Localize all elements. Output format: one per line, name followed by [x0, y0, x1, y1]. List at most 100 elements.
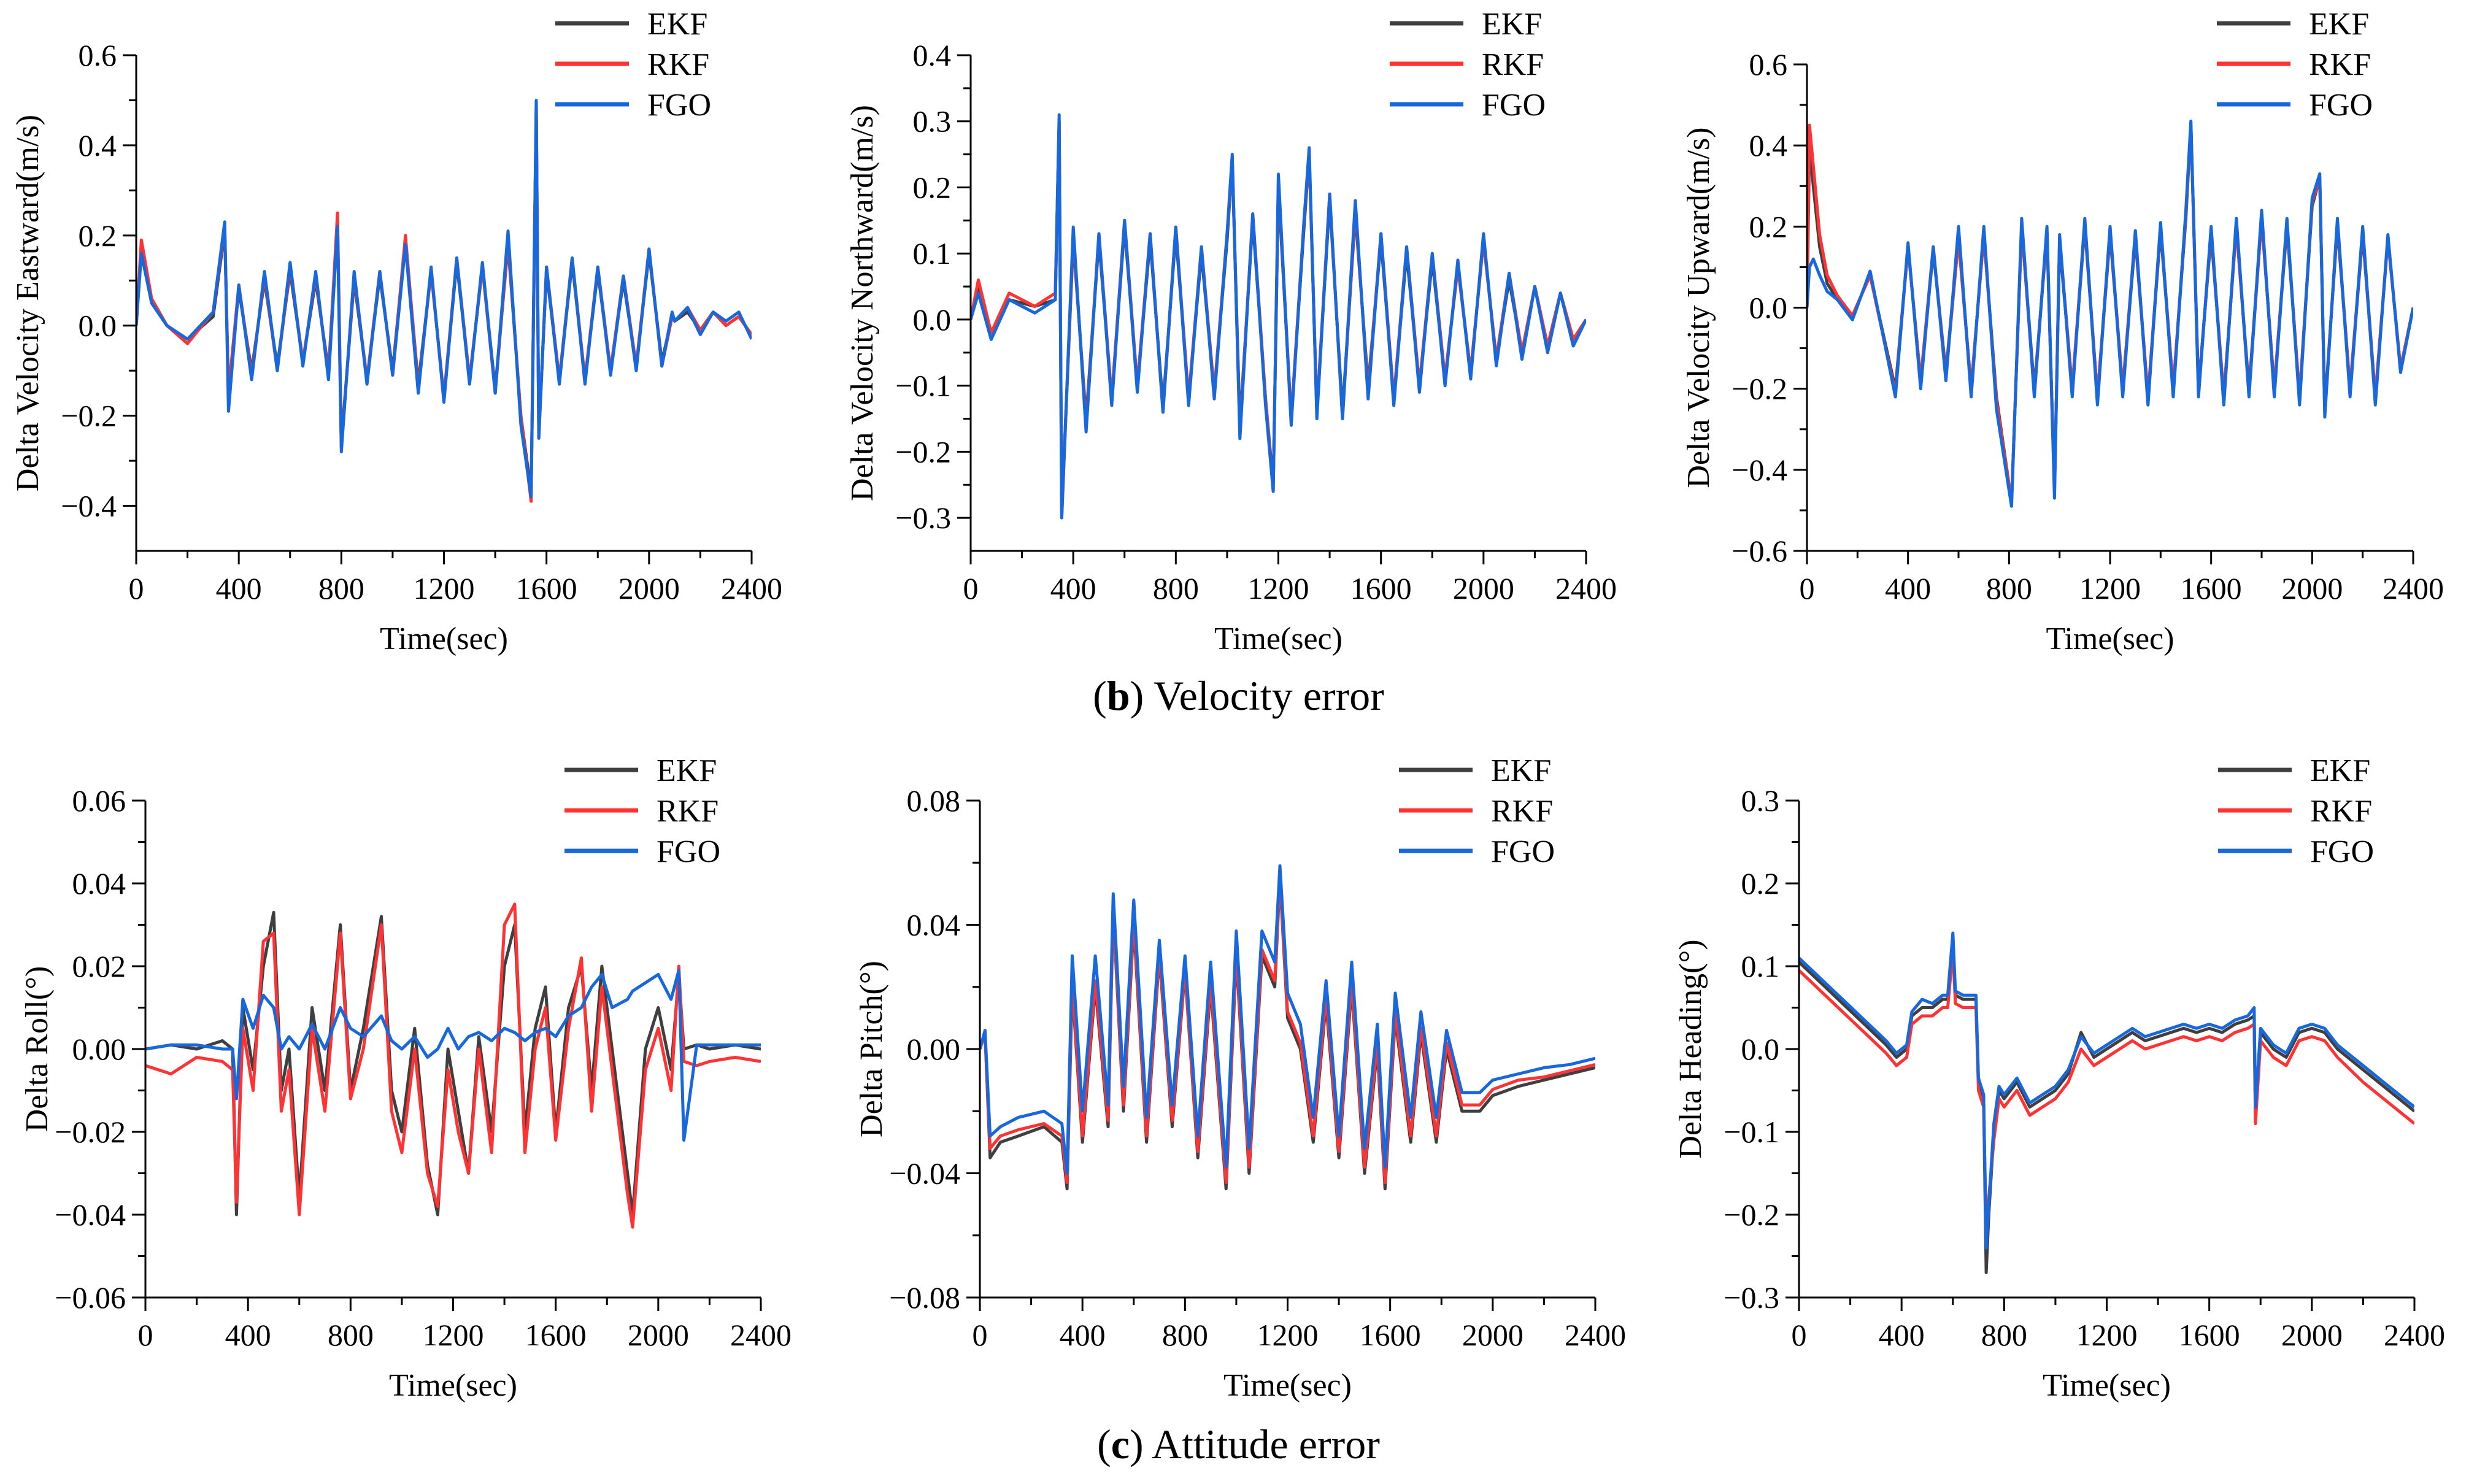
y-tick-label: −0.6	[1732, 534, 1787, 568]
y-tick-label: 0.0	[79, 309, 117, 343]
x-tick-label: 800	[1162, 1318, 1208, 1352]
x-tick-label: 1600	[1360, 1318, 1421, 1352]
legend-label-rkf: RKF	[1482, 47, 1544, 82]
chart-2: 0 400 800 1200 1600 2000 2400 −0.3 −0.2 −0.1 0.0 0.…	[845, 7, 1617, 656]
y-tick-label: −0.2	[895, 434, 951, 469]
legend-label-ekf: EKF	[647, 7, 707, 42]
y-tick-label: −0.2	[1724, 1198, 1779, 1232]
y-tick-label: −0.04	[55, 1198, 126, 1232]
x-axis-label: Time(sec)	[1223, 1368, 1352, 1403]
series-line-fgo	[971, 113, 1586, 520]
x-tick-label: 0	[138, 1318, 153, 1352]
x-tick-label: 400	[1879, 1318, 1925, 1352]
y-tick-label: −0.4	[61, 489, 117, 523]
y-tick-label: 0.6	[79, 38, 117, 72]
series-group	[971, 113, 1586, 520]
x-tick-label: 2000	[2281, 1318, 2343, 1352]
series-line-ekf	[1799, 936, 2414, 1274]
series-line-fgo	[1807, 120, 2413, 508]
y-tick-label: 0.2	[1749, 209, 1788, 244]
x-tick-label: 800	[1153, 571, 1199, 606]
y-tick-label: −0.04	[889, 1156, 960, 1191]
x-tick-label: 2000	[2281, 571, 2343, 606]
chart-5: 0 400 800 1200 1600 2000 2400 −0.08 −0.04 0.00 0.0…	[854, 753, 1626, 1403]
legend-label-rkf: RKF	[657, 794, 718, 829]
x-tick-label: 1200	[423, 1318, 484, 1352]
x-tick-label: 2400	[2384, 1318, 2445, 1352]
series-line-rkf	[145, 902, 761, 1229]
y-tick-label: 0.06	[72, 783, 126, 818]
y-tick-label: −0.2	[61, 399, 117, 433]
y-axis-label: Delta Velocity Upward(m/s)	[1681, 127, 1716, 488]
series-line-fgo	[980, 864, 1595, 1175]
x-tick-label: 1600	[2179, 1318, 2240, 1352]
series-group	[136, 99, 752, 503]
series-line-fgo	[1799, 931, 2414, 1250]
y-tick-label: 0.00	[907, 1032, 961, 1066]
y-tick-label: 0.08	[907, 783, 961, 818]
x-tick-label: 0	[1792, 1318, 1807, 1352]
x-tick-label: 2000	[628, 1318, 689, 1352]
y-tick-label: 0.0	[913, 302, 952, 337]
y-tick-label: 0.4	[913, 38, 952, 72]
legend-label-ekf: EKF	[2310, 753, 2370, 788]
x-tick-label: 2000	[618, 571, 680, 606]
series-line-fgo	[136, 99, 752, 499]
chart-3: 0 400 800 1200 1600 2000 2400 −0.6 −0.4 −0.2 0.0 0.…	[1681, 7, 2444, 656]
x-tick-label: 400	[1060, 1318, 1106, 1352]
x-tick-label: 1600	[1350, 571, 1412, 606]
velocity-caption-text: Velocity error	[1154, 672, 1384, 719]
attitude-caption-text: Attitude error	[1151, 1421, 1380, 1467]
x-tick-label: 1200	[1248, 571, 1309, 606]
y-tick-label: 0.00	[72, 1032, 126, 1066]
x-tick-label: 2400	[1555, 571, 1617, 606]
x-tick-label: 1200	[2079, 571, 2141, 606]
legend-label-fgo: FGO	[2310, 834, 2374, 869]
legend-label-fgo: FGO	[1491, 834, 1555, 869]
legend-label-ekf: EKF	[1482, 7, 1542, 42]
y-tick-label: −0.1	[895, 369, 951, 403]
series-line-rkf	[980, 874, 1595, 1185]
x-axis-label: Time(sec)	[1214, 621, 1343, 656]
x-tick-label: 0	[963, 571, 979, 606]
x-axis-label: Time(sec)	[389, 1368, 517, 1403]
y-tick-label: 0.02	[72, 949, 126, 983]
legend-label-fgo: FGO	[657, 834, 720, 869]
y-tick-label: 0.04	[907, 908, 961, 942]
attitude-caption: (c) Attitude error	[1097, 1421, 1380, 1467]
y-tick-label: −0.2	[1732, 372, 1787, 406]
chart-1: 0 400 800 1200 1600 2000 2400 −0.4 −0.2 0.0 0.2 0.4…	[10, 7, 782, 656]
attitude-caption-letter: c	[1111, 1421, 1130, 1467]
x-tick-label: 400	[1885, 571, 1931, 606]
series-group	[1807, 120, 2413, 508]
legend-label-fgo: FGO	[2309, 88, 2373, 123]
y-tick-label: −0.08	[889, 1280, 960, 1315]
x-tick-label: 0	[129, 571, 144, 606]
y-tick-label: 0.1	[913, 236, 952, 271]
x-tick-label: 800	[1986, 571, 2032, 606]
y-tick-label: 0.0	[1749, 291, 1788, 325]
y-tick-label: 0.4	[79, 128, 117, 163]
y-axis-label: Delta Roll(°)	[20, 966, 55, 1132]
series-line-ekf	[136, 107, 752, 494]
x-tick-label: 1600	[525, 1318, 587, 1352]
legend-label-ekf: EKF	[1491, 753, 1551, 788]
y-tick-label: 0.2	[1741, 866, 1780, 901]
x-tick-label: 2400	[721, 571, 782, 606]
y-tick-label: −0.02	[55, 1115, 126, 1149]
legend-label-rkf: RKF	[2310, 794, 2372, 829]
x-tick-label: 1200	[1257, 1318, 1319, 1352]
x-tick-label: 400	[225, 1318, 271, 1352]
y-tick-label: 0.6	[1749, 47, 1788, 82]
y-tick-label: 0.0	[1741, 1032, 1780, 1066]
y-tick-label: 0.3	[913, 104, 952, 139]
x-tick-label: 400	[216, 571, 262, 606]
y-tick-label: 0.1	[1741, 949, 1780, 983]
series-line-rkf	[1799, 948, 2414, 1233]
y-tick-label: 0.2	[79, 218, 117, 253]
y-tick-label: 0.4	[1749, 128, 1788, 163]
x-tick-label: 1200	[2076, 1318, 2138, 1352]
series-group	[980, 864, 1595, 1191]
velocity-caption: (b) Velocity error	[1093, 672, 1384, 719]
x-tick-label: 2400	[2383, 571, 2444, 606]
